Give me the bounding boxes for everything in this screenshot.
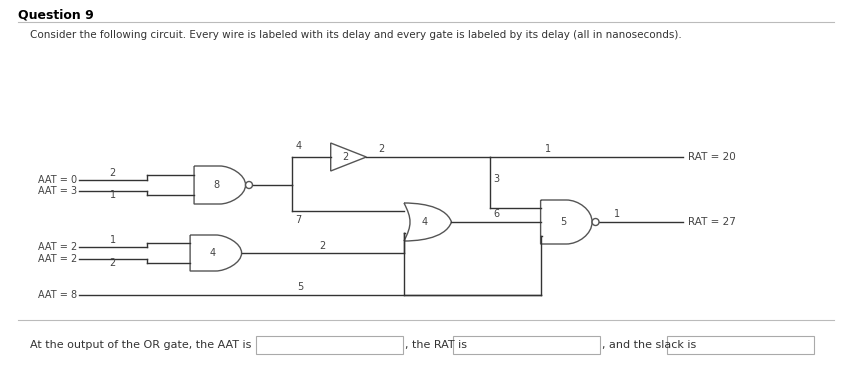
Text: 1: 1 [110, 235, 116, 245]
FancyBboxPatch shape [256, 336, 403, 354]
Text: RAT = 27: RAT = 27 [688, 217, 736, 227]
Text: 2: 2 [378, 144, 384, 154]
Circle shape [246, 181, 253, 188]
Text: 3: 3 [493, 174, 499, 184]
Text: 6: 6 [493, 209, 499, 219]
Text: 2: 2 [110, 168, 116, 178]
Text: 1: 1 [544, 144, 550, 154]
Text: 4: 4 [210, 248, 216, 258]
Text: AAT = 0: AAT = 0 [38, 175, 77, 185]
Text: AAT = 8: AAT = 8 [38, 290, 77, 300]
Text: , and the slack is: , and the slack is [602, 340, 697, 350]
Text: Question 9: Question 9 [18, 8, 94, 21]
Text: 1: 1 [614, 209, 620, 219]
Text: 2: 2 [110, 258, 116, 268]
Text: AAT = 3: AAT = 3 [38, 186, 77, 196]
Text: 8: 8 [214, 180, 220, 190]
Text: 5: 5 [560, 217, 567, 227]
Text: 2: 2 [342, 152, 348, 162]
Text: 4: 4 [296, 141, 302, 151]
PathPatch shape [331, 143, 366, 171]
Text: AAT = 2: AAT = 2 [38, 242, 77, 252]
Text: AAT = 2: AAT = 2 [38, 254, 77, 264]
Text: 4: 4 [421, 217, 427, 227]
PathPatch shape [541, 200, 592, 244]
Text: 7: 7 [295, 215, 301, 225]
Text: 5: 5 [297, 282, 304, 292]
Text: , the RAT is: , the RAT is [405, 340, 467, 350]
Text: 2: 2 [320, 241, 326, 251]
Text: RAT = 20: RAT = 20 [688, 152, 736, 162]
Text: 1: 1 [110, 190, 116, 200]
Text: At the output of the OR gate, the AAT is: At the output of the OR gate, the AAT is [30, 340, 251, 350]
FancyBboxPatch shape [453, 336, 600, 354]
PathPatch shape [190, 235, 242, 271]
Text: Consider the following circuit. Every wire is labeled with its delay and every g: Consider the following circuit. Every wi… [30, 30, 681, 40]
PathPatch shape [404, 203, 452, 241]
PathPatch shape [194, 166, 246, 204]
FancyBboxPatch shape [667, 336, 814, 354]
Circle shape [592, 218, 599, 225]
